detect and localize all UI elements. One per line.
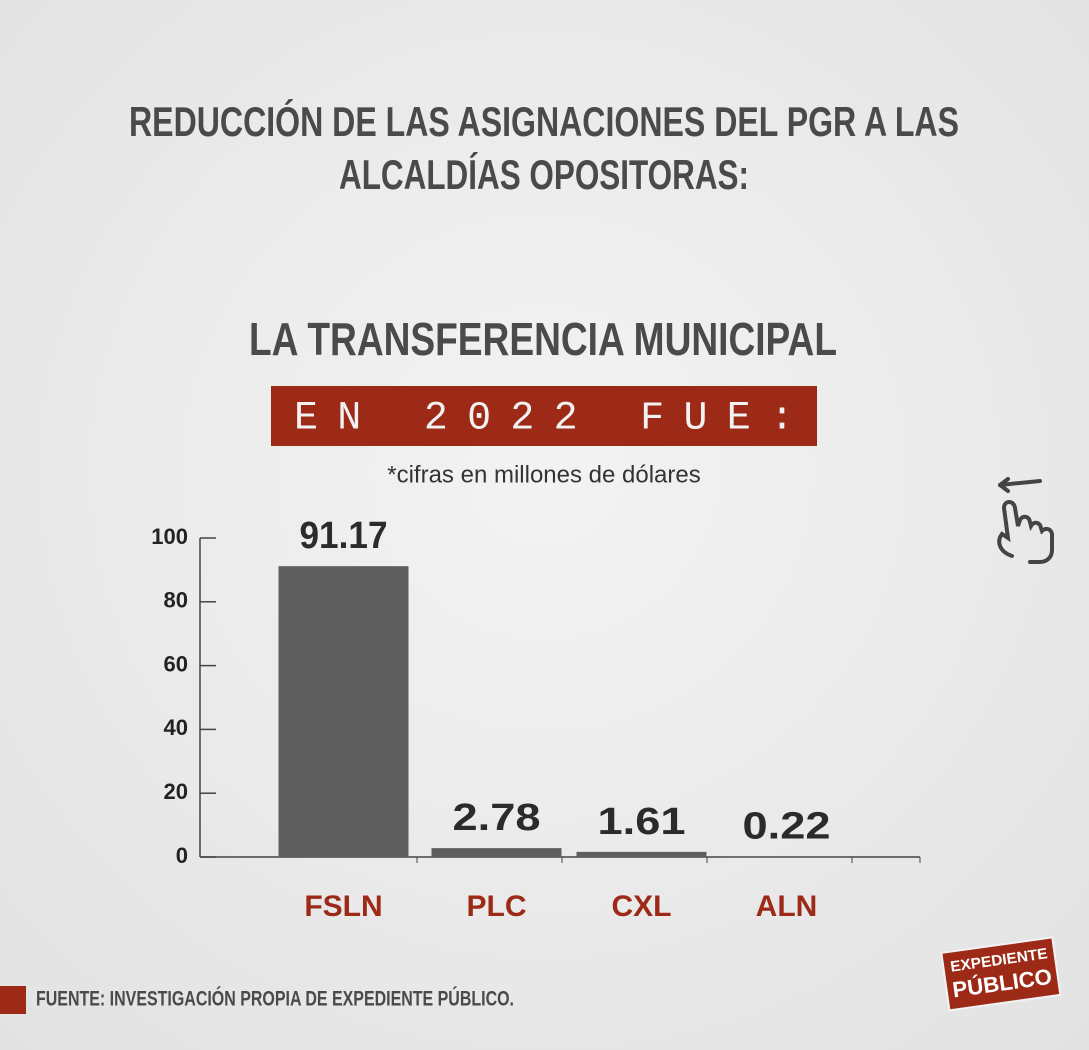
bar bbox=[278, 566, 409, 857]
value-label: 0.22 bbox=[743, 805, 831, 847]
subtitle: LA TRANSFERENCIA MUNICIPAL bbox=[249, 313, 837, 365]
x-tick-label: PLC bbox=[467, 890, 527, 923]
x-tick-label: CXL bbox=[612, 890, 672, 923]
value-label: 2.78 bbox=[453, 797, 541, 839]
hand-icon bbox=[997, 477, 1054, 564]
bar bbox=[431, 848, 562, 857]
x-tick-label: ALN bbox=[756, 890, 818, 923]
bar bbox=[576, 851, 707, 857]
value-label: 91.17 bbox=[300, 515, 388, 557]
logo-box bbox=[940, 936, 1062, 1012]
x-tick-label: FSLN bbox=[304, 890, 382, 923]
title-line: REDUCCIÓN DE LAS ASIGNACIONES DEL PGR A … bbox=[129, 97, 959, 145]
value-label: 1.61 bbox=[598, 801, 686, 843]
source: FUENTE: INVESTIGACIÓN PROPIA DE EXPEDIEN… bbox=[36, 987, 514, 1011]
title-line: ALCALDÍAS OPOSITORAS: bbox=[339, 151, 749, 198]
banner-box bbox=[271, 386, 817, 446]
y-tick-label: 20 bbox=[164, 779, 188, 804]
y-tick-label: 0 bbox=[176, 843, 188, 868]
plot: 0 20 40 60 80 100 91.17 FSLN 2.78 PLC 1.61 CXL 0.22 A… bbox=[151, 515, 921, 923]
source-marker bbox=[0, 986, 26, 1014]
logo: EXPEDIENTE PÚBLICO bbox=[940, 936, 1062, 1012]
bar bbox=[721, 856, 852, 858]
note: *cifras en millones de dólares bbox=[387, 461, 701, 488]
y-tick-label: 80 bbox=[164, 588, 188, 613]
y-tick-label: 100 bbox=[151, 524, 188, 549]
y-tick-label: 60 bbox=[164, 651, 188, 676]
y-tick-label: 40 bbox=[164, 715, 188, 740]
